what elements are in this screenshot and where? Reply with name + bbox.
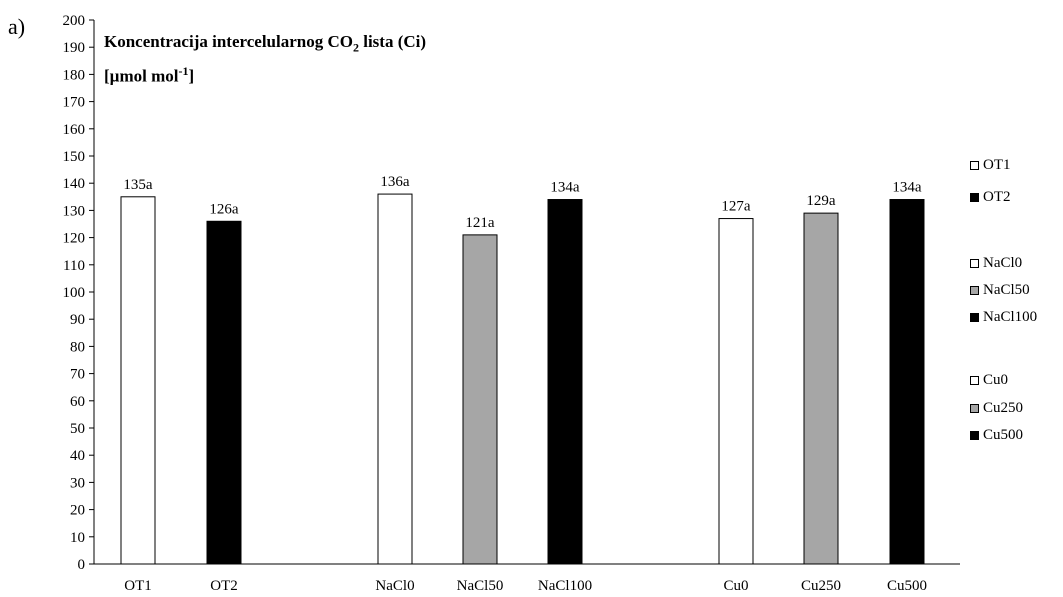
legend-label: NaCl50 bbox=[983, 282, 1030, 298]
title-line-2: [µmol mol-1] bbox=[104, 59, 426, 89]
y-tick-label: 30 bbox=[70, 475, 85, 491]
y-tick-label: 180 bbox=[63, 67, 86, 83]
data-label: 136a bbox=[380, 174, 410, 190]
legend-label: Cu0 bbox=[983, 372, 1009, 388]
title-superscript: -1 bbox=[178, 64, 189, 79]
chart-title: Koncentracija intercelularnog CO2 lista … bbox=[104, 30, 426, 89]
data-label: 121a bbox=[465, 215, 495, 231]
y-tick-label: 110 bbox=[63, 258, 85, 274]
legend-label: NaCl0 bbox=[983, 255, 1023, 271]
y-tick-label: 150 bbox=[63, 149, 86, 165]
y-tick-label: 140 bbox=[63, 176, 86, 192]
legend-item: NaCl50 bbox=[970, 282, 1030, 299]
legend-item: Cu0 bbox=[970, 372, 1008, 389]
y-tick-label: 10 bbox=[70, 530, 85, 546]
y-tick-label: 170 bbox=[63, 95, 86, 111]
legend-label: NaCl100 bbox=[983, 309, 1038, 325]
x-tick-label: OT1 bbox=[124, 578, 152, 594]
bar-NaCl0 bbox=[377, 193, 413, 565]
bar-OT1 bbox=[120, 196, 156, 565]
title-line-1: Koncentracija intercelularnog CO2 lista … bbox=[104, 30, 426, 59]
y-tick-label: 20 bbox=[70, 503, 85, 519]
legend-swatch bbox=[970, 404, 979, 413]
title-text-1: Koncentracija intercelularnog CO bbox=[104, 32, 353, 51]
legend-item: Cu500 bbox=[970, 427, 1023, 444]
legend-item: NaCl0 bbox=[970, 255, 1022, 272]
y-tick-label: 70 bbox=[70, 367, 85, 383]
x-tick-label: Cu500 bbox=[887, 578, 927, 594]
legend-swatch bbox=[970, 259, 979, 268]
legend-label: OT1 bbox=[983, 157, 1011, 173]
title-subscript: 2 bbox=[352, 40, 359, 55]
legend-item: NaCl100 bbox=[970, 309, 1037, 326]
bar-Cu0 bbox=[718, 218, 754, 565]
legend-swatch bbox=[970, 313, 979, 322]
data-label: 135a bbox=[123, 177, 153, 193]
y-tick-label: 100 bbox=[63, 285, 86, 301]
y-tick-label: 50 bbox=[70, 421, 85, 437]
y-tick-label: 0 bbox=[78, 557, 86, 573]
legend-label: Cu500 bbox=[983, 427, 1024, 443]
title-text-2b: ] bbox=[188, 67, 195, 87]
y-tick-label: 40 bbox=[70, 448, 85, 464]
x-tick-label: Cu250 bbox=[801, 578, 841, 594]
legend-label: Cu250 bbox=[983, 400, 1024, 416]
x-tick-label: NaCl100 bbox=[538, 578, 592, 594]
data-label: 134a bbox=[550, 180, 580, 196]
x-tick-label: Cu0 bbox=[723, 578, 748, 594]
data-label: 127a bbox=[721, 199, 751, 215]
legend-swatch bbox=[970, 193, 979, 202]
bar-NaCl100 bbox=[547, 199, 583, 565]
y-tick-label: 200 bbox=[63, 13, 86, 29]
legend-swatch bbox=[970, 161, 979, 170]
legend-swatch bbox=[970, 286, 979, 295]
x-tick-label: NaCl0 bbox=[375, 578, 414, 594]
title-text-1b: lista (Ci) bbox=[358, 32, 427, 51]
title-text-2: [µmol mol bbox=[104, 67, 179, 87]
bar-Cu250 bbox=[803, 212, 839, 565]
data-label: 126a bbox=[209, 201, 239, 217]
y-tick-label: 120 bbox=[63, 231, 86, 247]
legend-item: Cu250 bbox=[970, 400, 1023, 417]
panel-label: a) bbox=[8, 14, 26, 39]
y-tick-label: 60 bbox=[70, 394, 85, 410]
legend-swatch bbox=[970, 431, 979, 440]
y-tick-label: 90 bbox=[70, 312, 85, 328]
legend-label: OT2 bbox=[983, 189, 1011, 205]
x-tick-label: OT2 bbox=[210, 578, 238, 594]
y-tick-label: 190 bbox=[63, 40, 86, 56]
data-label: 129a bbox=[806, 193, 836, 209]
bar-Cu500 bbox=[889, 199, 925, 565]
legend-item: OT1 bbox=[970, 157, 1011, 174]
y-tick-label: 160 bbox=[63, 122, 86, 138]
y-tick-label: 130 bbox=[63, 203, 86, 219]
data-label: 134a bbox=[892, 180, 922, 196]
bar-OT2 bbox=[206, 220, 242, 565]
y-tick-label: 80 bbox=[70, 339, 85, 355]
bar-NaCl50 bbox=[462, 234, 498, 565]
legend-swatch bbox=[970, 376, 979, 385]
legend-item: OT2 bbox=[970, 189, 1011, 206]
x-tick-label: NaCl50 bbox=[457, 578, 504, 594]
